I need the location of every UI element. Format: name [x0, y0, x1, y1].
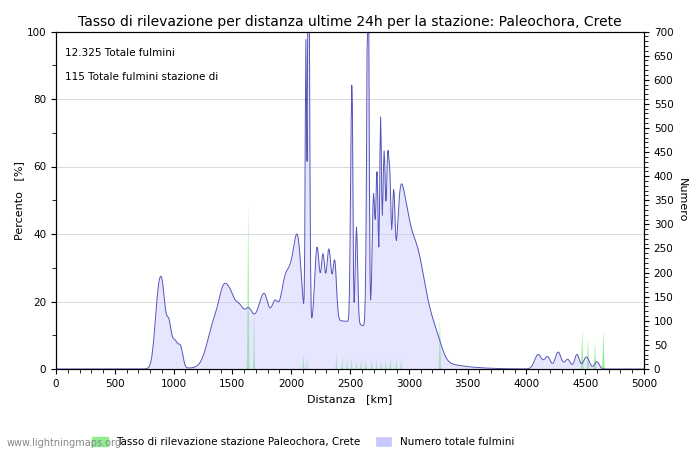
Text: www.lightningmaps.org: www.lightningmaps.org: [7, 438, 122, 448]
Y-axis label: Percento   [%]: Percento [%]: [14, 161, 24, 240]
Title: Tasso di rilevazione per distanza ultime 24h per la stazione: Paleochora, Crete: Tasso di rilevazione per distanza ultime…: [78, 15, 622, 29]
Y-axis label: Numero: Numero: [678, 178, 687, 222]
Text: 12.325 Totale fulmini: 12.325 Totale fulmini: [65, 49, 175, 58]
Text: 115 Totale fulmini stazione di: 115 Totale fulmini stazione di: [65, 72, 218, 82]
Legend: Tasso di rilevazione stazione Paleochora, Crete, Numero totale fulmini: Tasso di rilevazione stazione Paleochora…: [88, 433, 518, 450]
X-axis label: Distanza   [km]: Distanza [km]: [307, 394, 393, 404]
